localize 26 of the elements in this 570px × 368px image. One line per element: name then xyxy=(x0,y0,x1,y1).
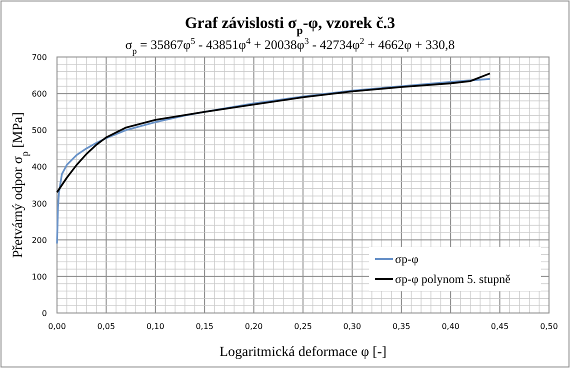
text: σ$_{p}$ = 35867φ$^{5}$ - 43851φ$^{4}$ + 20038φ$^{3}$ - 42734φ$^{2}$ + 4662φ + 330,8 xyxy=(125,36,455,56)
y-tick-label: 300 xyxy=(32,199,47,208)
x-tick-label: 0,30 xyxy=(343,322,362,331)
x-tick-label: 0,25 xyxy=(294,322,312,331)
x-tick-label: 0,10 xyxy=(146,322,164,331)
line-series xyxy=(56,78,491,244)
x-axis-title: Logaritmická deformace φ [-] xyxy=(219,345,387,360)
y-tick-label: 600 xyxy=(32,90,47,99)
y-tick-label: 0 xyxy=(42,309,47,318)
x-tick-label: 0,05 xyxy=(97,322,116,331)
chart-title: Graf závislosti σ$_{p}$-φ, vzorek č.3 xyxy=(184,15,396,37)
legend-label: σp-φ polynom 5. stupně xyxy=(395,272,510,286)
x-tick-label: 0,20 xyxy=(244,322,263,331)
x-tick-label: 0,40 xyxy=(442,322,460,331)
x-tick-label: 0,35 xyxy=(392,322,410,331)
x-tick-label: 0,45 xyxy=(490,322,509,331)
legend-label: σp-φ xyxy=(395,252,418,266)
y-tick-label: 100 xyxy=(32,272,47,282)
x-tick-label: 0,50 xyxy=(540,322,558,331)
y-tick-label: 500 xyxy=(32,126,47,136)
y-tick-label: 400 xyxy=(32,162,47,172)
line-series xyxy=(56,72,491,194)
y-tick-label: 200 xyxy=(32,236,47,245)
x-tick-label: 0,15 xyxy=(196,322,214,331)
y-tick-label: 700 xyxy=(32,53,47,62)
x-tick-label: 0,00 xyxy=(48,322,66,331)
